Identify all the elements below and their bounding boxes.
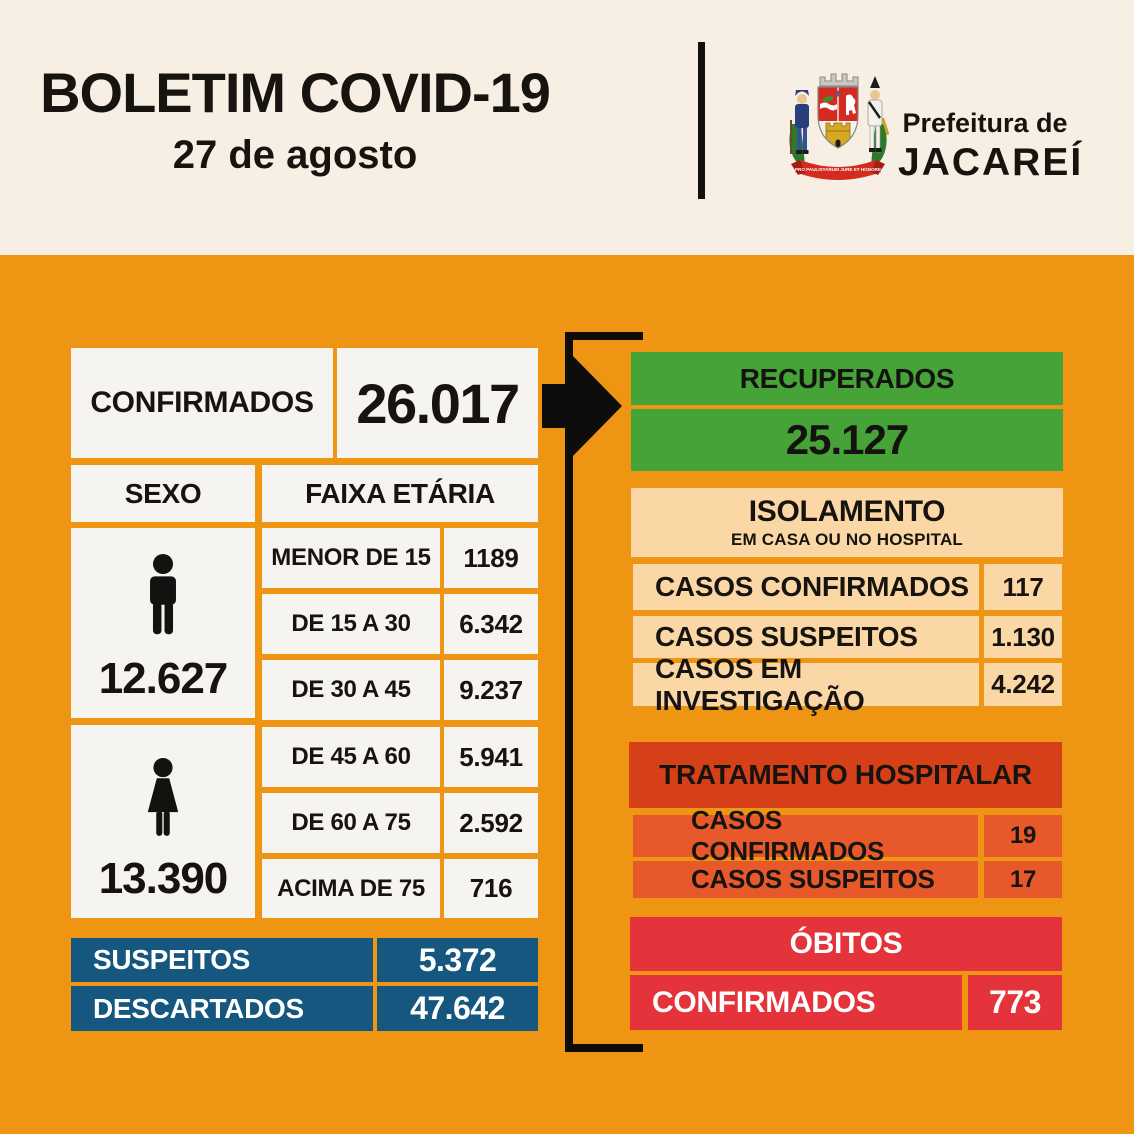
age-row-label: DE 30 A 45 bbox=[262, 660, 440, 720]
tratamento-row-value: 19 bbox=[984, 815, 1062, 857]
obitos-row-value: 773 bbox=[968, 975, 1062, 1030]
isolamento-row-label: CASOS CONFIRMADOS bbox=[633, 564, 979, 610]
age-row-value: 716 bbox=[444, 859, 538, 918]
female-icon bbox=[147, 758, 179, 836]
age-row-label: DE 45 A 60 bbox=[262, 727, 440, 787]
faixa-etaria-header-box: FAIXA ETÁRIA bbox=[262, 465, 538, 522]
logo-org-name: JACAREÍ bbox=[898, 141, 1084, 184]
age-row-label: ACIMA DE 75 bbox=[262, 859, 440, 918]
age-row-value: 5.941 bbox=[444, 727, 538, 787]
age-row-label: DE 15 A 30 bbox=[262, 594, 440, 654]
page-title: BOLETIM COVID-19 bbox=[40, 61, 551, 124]
bracket-vertical-line bbox=[565, 332, 573, 1052]
header: BOLETIM COVID-19 27 de agosto bbox=[0, 0, 1134, 255]
title-block: BOLETIM COVID-19 27 de agosto bbox=[30, 60, 560, 178]
confirmados-label-box: CONFIRMADOS bbox=[71, 348, 333, 458]
bracket-bottom-arm bbox=[565, 1044, 643, 1052]
suspeitos-label-box: SUSPEITOS bbox=[71, 938, 373, 982]
city-crest-icon: PRO PAULISTARUM JURE ET HONORE bbox=[789, 73, 890, 180]
isolamento-row-value: 4.242 bbox=[984, 663, 1062, 706]
left-supporter bbox=[790, 90, 809, 154]
obitos-row-label: CONFIRMADOS bbox=[630, 975, 962, 1030]
descartados-label-box: DESCARTADOS bbox=[71, 986, 373, 1031]
age-row-label: DE 60 A 75 bbox=[262, 793, 440, 853]
isolamento-row-value: 1.130 bbox=[984, 616, 1062, 658]
isolamento-row-label: CASOS SUSPEITOS bbox=[633, 616, 979, 658]
header-divider bbox=[698, 42, 705, 199]
age-row-value: 1189 bbox=[444, 528, 538, 588]
tratamento-row-label: CASOS CONFIRMADOS bbox=[633, 805, 978, 866]
sexo-header-box: SEXO bbox=[71, 465, 255, 522]
tratamento-row-label: CASOS SUSPEITOS bbox=[633, 861, 978, 898]
arrow-right-icon bbox=[570, 353, 622, 459]
isolamento-header-box: ISOLAMENTO EM CASA OU NO HOSPITAL bbox=[631, 488, 1063, 557]
bracket-top-arm bbox=[565, 332, 643, 340]
isolamento-row-value: 117 bbox=[984, 564, 1062, 610]
age-row-label: MENOR DE 15 bbox=[262, 528, 440, 588]
logo-text: Prefeitura de JACAREÍ bbox=[898, 108, 1084, 185]
recuperados-value-box: 25.127 bbox=[631, 409, 1063, 471]
male-icon bbox=[150, 554, 176, 635]
tratamento-header-box: TRATAMENTO HOSPITALAR bbox=[629, 742, 1062, 808]
suspeitos-value-box: 5.372 bbox=[377, 938, 538, 982]
isolamento-row-label: CASOS EM INVESTIGAÇÃO bbox=[633, 653, 979, 716]
recuperados-label-box: RECUPERADOS bbox=[631, 352, 1063, 405]
right-supporter bbox=[867, 76, 890, 153]
isolamento-title: ISOLAMENTO bbox=[748, 495, 946, 528]
sexo-female-box: 13.390 bbox=[71, 725, 255, 918]
page-subtitle: 27 de agosto bbox=[172, 133, 418, 177]
sexo-male-box: 12.627 bbox=[71, 528, 255, 718]
age-row-value: 6.342 bbox=[444, 594, 538, 654]
isolamento-subtitle: EM CASA OU NO HOSPITAL bbox=[730, 530, 964, 549]
age-row-value: 9.237 bbox=[444, 660, 538, 720]
female-count: 13.390 bbox=[98, 854, 229, 903]
crest-motto: PRO PAULISTARUM JURE ET HONORE bbox=[795, 167, 881, 172]
confirmados-value-box: 26.017 bbox=[337, 348, 538, 458]
tratamento-row-value: 17 bbox=[984, 861, 1062, 898]
arrow-stem bbox=[542, 384, 572, 428]
male-count: 12.627 bbox=[98, 654, 229, 703]
descartados-value-box: 47.642 bbox=[377, 986, 538, 1031]
obitos-header-box: ÓBITOS bbox=[630, 917, 1062, 971]
logo-org-prefix: Prefeitura de bbox=[902, 108, 1068, 138]
age-row-value: 2.592 bbox=[444, 793, 538, 853]
